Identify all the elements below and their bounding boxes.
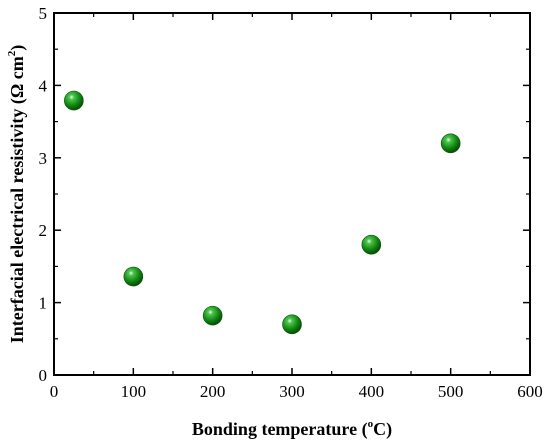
x-tick-label: 400	[359, 382, 385, 401]
y-axis: 0 1 2 3 4 5	[39, 4, 530, 385]
x-tick-label: 300	[279, 382, 305, 401]
data-point	[202, 305, 223, 326]
y-tick-label: 4	[39, 76, 48, 95]
x-axis: 0 100 200 300 400 500 600	[50, 13, 543, 401]
data-point	[361, 234, 382, 255]
data-point	[440, 133, 461, 154]
data-point	[123, 266, 144, 287]
y-tick-label: 0	[39, 366, 48, 385]
x-tick-label: 200	[200, 382, 226, 401]
y-tick-label: 3	[39, 149, 48, 168]
x-tick-label: 0	[50, 382, 59, 401]
y-tick-label: 5	[39, 4, 48, 23]
data-points	[64, 90, 461, 335]
x-tick-label: 500	[438, 382, 464, 401]
data-point	[282, 314, 302, 335]
x-tick-label: 600	[517, 382, 543, 401]
x-axis-title: Bonding temperature (oC)	[192, 418, 392, 440]
data-point	[64, 90, 84, 111]
y-tick-label: 2	[39, 221, 48, 240]
y-axis-title: Interfacial electrical resistivity (Ω cm…	[6, 45, 28, 343]
y-tick-label: 1	[39, 294, 48, 313]
x-tick-label: 100	[121, 382, 147, 401]
